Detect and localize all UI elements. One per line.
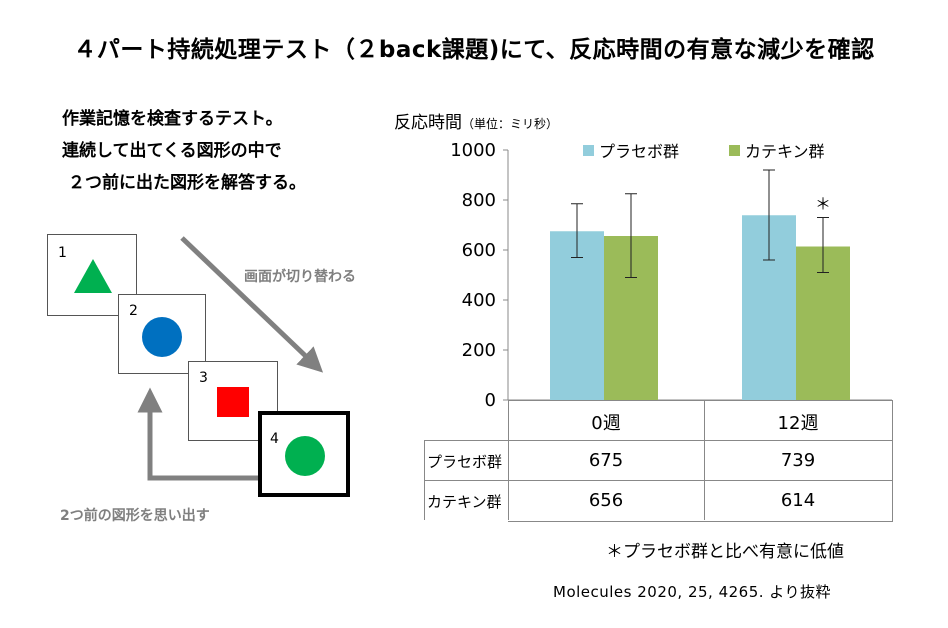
y-tick-label: 200 bbox=[462, 340, 496, 361]
y-tick-label: 0 bbox=[485, 390, 496, 411]
table-col-line-2 bbox=[704, 400, 705, 520]
recall-arrow bbox=[137, 387, 258, 481]
table-row-line-1 bbox=[424, 440, 892, 441]
table-cell: 614 bbox=[780, 490, 816, 511]
description-line-1: 作業記憶を検査するテスト。 bbox=[62, 109, 283, 129]
table-header-cell: 12週 bbox=[777, 413, 819, 434]
chart-title-unit: （単位：ミリ秒） bbox=[462, 117, 559, 131]
table-cell: 675 bbox=[588, 450, 624, 471]
y-tick-label: 600 bbox=[462, 240, 496, 261]
stimulus-card-2: 2 bbox=[118, 294, 206, 374]
bar bbox=[550, 231, 604, 400]
card-number: 4 bbox=[270, 431, 279, 447]
legend-swatch bbox=[583, 145, 594, 156]
slide-title: ４パート持続処理テスト（２back課題)にて、反応時間の有意な減少を確認 bbox=[73, 37, 875, 63]
chart-title-text: 反応時間 bbox=[394, 113, 462, 133]
significance-mark: ＊ bbox=[815, 195, 831, 214]
description-line-2: 連続して出てくる図形の中で bbox=[62, 141, 282, 161]
significance-footnote: ＊プラセボ群と比べ有意に低値 bbox=[606, 542, 844, 562]
triangle-shape bbox=[74, 259, 112, 293]
card-number: 3 bbox=[199, 370, 208, 386]
table-row-header: カテキン群 bbox=[427, 493, 502, 511]
stimulus-card-4: 4 bbox=[258, 411, 350, 497]
legend-label: プラセボ群 bbox=[599, 142, 679, 161]
recall-arrow-label: 2つ前の図形を思い出す bbox=[60, 508, 210, 524]
table-row-line-2 bbox=[424, 480, 892, 481]
legend-swatch bbox=[729, 145, 740, 156]
data-table: 0週 12週 プラセボ群 675 739 カテキン群 656 614 bbox=[424, 400, 893, 522]
table-row-header: プラセボ群 bbox=[427, 453, 503, 471]
table-frame bbox=[508, 400, 893, 522]
switch-arrow-label: 画面が切り替わる bbox=[244, 269, 356, 285]
y-tick-label: 800 bbox=[462, 190, 496, 211]
circle-shape bbox=[142, 317, 182, 357]
y-tick-label: 400 bbox=[462, 290, 496, 311]
legend-label: カテキン群 bbox=[745, 142, 825, 161]
card-number: 1 bbox=[58, 245, 67, 261]
description-line-3: ２つ前に出た図形を解答する。 bbox=[68, 173, 306, 193]
card-number: 2 bbox=[129, 303, 138, 319]
table-col-line-1 bbox=[508, 400, 509, 520]
table-cell: 656 bbox=[588, 490, 624, 511]
circle-shape bbox=[285, 436, 325, 476]
citation: Molecules 2020, 25, 4265. より抜粋 bbox=[553, 583, 831, 601]
switch-arrow bbox=[180, 236, 324, 373]
table-cell: 739 bbox=[780, 450, 816, 471]
chart-title: 反応時間（単位：ミリ秒） bbox=[394, 108, 558, 133]
square-shape bbox=[217, 387, 249, 417]
table-header-cell: 0週 bbox=[591, 413, 621, 434]
y-tick-label: 1000 bbox=[450, 140, 496, 161]
